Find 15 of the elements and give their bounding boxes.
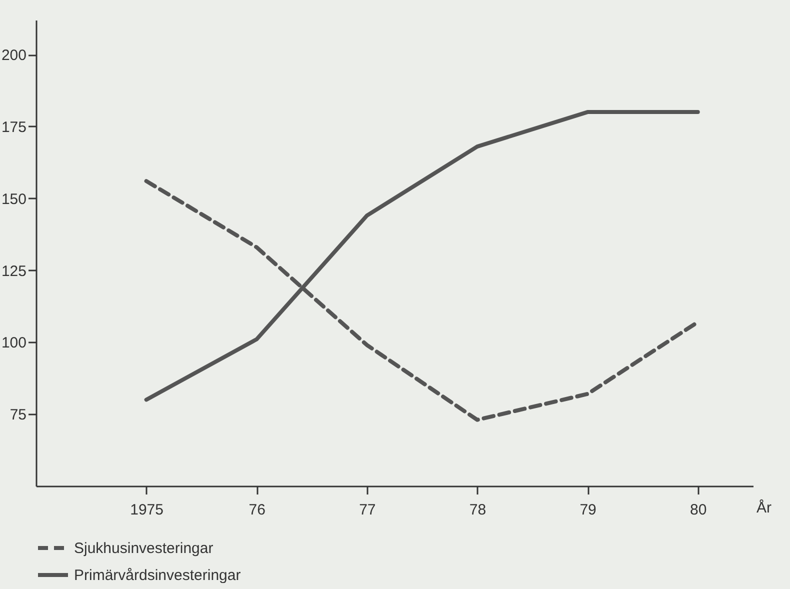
x-tick-label: 78: [469, 502, 486, 518]
legend-label: Sjukhusinvesteringar: [74, 540, 214, 557]
x-axis-title: År: [756, 498, 772, 516]
x-tick-label: 77: [359, 502, 376, 518]
y-tick-label: 75: [10, 406, 26, 424]
x-tick-label: 1975: [130, 502, 164, 518]
y-tick-label: 100: [1, 334, 26, 352]
y-tick-label: 125: [1, 262, 26, 280]
y-tick-label: 175: [1, 118, 26, 136]
legend-label: Primärvårdsinvesteringar: [74, 567, 241, 584]
y-tick-label: 200: [1, 47, 26, 64]
y-tick-label: 150: [1, 190, 26, 208]
x-tick-label: 79: [580, 502, 596, 518]
x-tick-label: 76: [248, 502, 266, 518]
x-tick-label: 80: [690, 502, 707, 518]
